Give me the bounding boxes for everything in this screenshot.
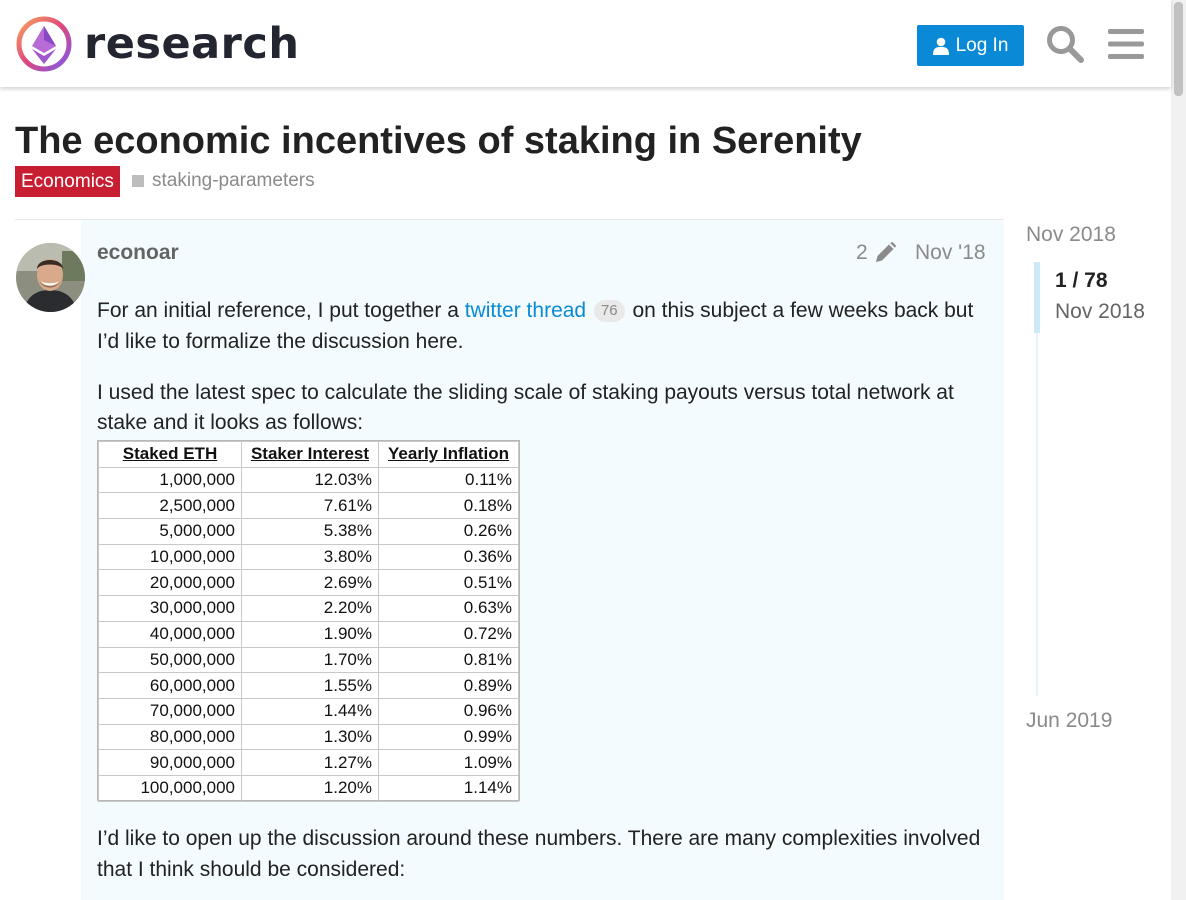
table-cell: 0.63%: [378, 595, 519, 622]
table-cell: 90,000,000: [98, 749, 242, 776]
table-cell: 1,000,000: [98, 466, 242, 494]
table-cell: 1.55%: [241, 672, 379, 699]
table-cell: 10,000,000: [98, 543, 242, 571]
table-cell: 2,500,000: [98, 492, 242, 520]
table-cell: 2.69%: [241, 569, 379, 597]
table-row: 40,000,000 1.90% 0.72%: [98, 620, 519, 648]
staking-table: Staked ETH Staker Interest Yearly Inflat…: [98, 441, 519, 802]
table-row: 60,000,000 1.55% 0.89%: [98, 672, 519, 699]
timeline-track[interactable]: [1036, 262, 1038, 696]
table-row: 90,000,000 1.27% 1.09%: [98, 749, 519, 776]
table-cell: 0.81%: [378, 646, 519, 674]
avatar[interactable]: [16, 243, 85, 312]
column-header: Yearly Inflation: [378, 441, 519, 468]
table-cell: 0.89%: [378, 672, 519, 699]
table-row: 2,500,000 7.61% 0.18%: [98, 492, 519, 520]
table-cell: 1.27%: [241, 749, 379, 776]
table-cell: 80,000,000: [98, 723, 242, 751]
twitter-thread-link[interactable]: twitter thread: [464, 299, 587, 322]
table-cell: 0.51%: [378, 569, 519, 597]
table-cell: 0.26%: [378, 518, 519, 545]
search-icon: [1047, 26, 1084, 63]
timeline-handle[interactable]: [1034, 262, 1040, 333]
logo-icon: [16, 16, 72, 72]
site-logo[interactable]: research: [16, 14, 316, 74]
scrollbar-thumb[interactable]: [1174, 2, 1183, 96]
table-cell: 1.20%: [241, 774, 379, 802]
table-row: 20,000,000 2.69% 0.51%: [98, 569, 519, 597]
topic-title[interactable]: The economic incentives of staking in Se…: [15, 120, 862, 162]
login-label: Log In: [955, 34, 1009, 56]
table-cell: 1.44%: [241, 697, 379, 725]
table-cell: 1.90%: [241, 620, 379, 648]
table-cell: 0.72%: [378, 620, 519, 648]
pencil-icon: [875, 242, 896, 262]
table-cell: 2.20%: [241, 595, 379, 622]
table-cell: 40,000,000: [98, 620, 242, 648]
topic-divider: [15, 219, 1004, 220]
table-cell: 100,000,000: [98, 774, 242, 802]
table-cell: 30,000,000: [98, 595, 242, 622]
table-cell: 12.03%: [241, 466, 379, 494]
table-cell: 60,000,000: [98, 672, 242, 699]
edit-history-button[interactable]: 2: [856, 240, 896, 266]
table-row: 5,000,000 5.38% 0.26%: [98, 518, 519, 545]
table-row: 30,000,000 2.20% 0.63%: [98, 595, 519, 622]
page-scrollbar[interactable]: [1171, 0, 1186, 900]
user-icon: [932, 37, 949, 55]
post-paragraph-1: For an initial reference, I put together…: [97, 295, 992, 357]
p1-text-after: on this subject a few weeks back but I’d…: [97, 299, 974, 353]
site-header: research Log In: [0, 0, 1171, 87]
staking-table-image[interactable]: Staked ETH Staker Interest Yearly Inflat…: [97, 440, 520, 802]
post-date[interactable]: Nov '18: [915, 241, 986, 264]
avatar-image: [16, 243, 85, 312]
post-paragraph-2: I used the latest spec to calculate the …: [97, 381, 954, 434]
table-cell: 5.38%: [241, 518, 379, 545]
post-paragraph-3: I’d like to open up the discussion aroun…: [97, 827, 981, 881]
timeline-position-date: Nov 2018: [1055, 300, 1145, 323]
table-cell: 0.11%: [378, 466, 519, 494]
edit-count: 2: [856, 241, 868, 264]
topic-tag[interactable]: staking-parameters: [132, 170, 315, 192]
table-cell: 1.14%: [378, 774, 519, 802]
table-cell: 1.09%: [378, 749, 519, 776]
link-click-count: 76: [593, 300, 625, 322]
login-button[interactable]: Log In: [917, 25, 1024, 66]
menu-button[interactable]: [1104, 22, 1148, 66]
table-row: 80,000,000 1.30% 0.99%: [98, 723, 519, 751]
table-row: 1,000,000 12.03% 0.11%: [98, 466, 519, 494]
site-name: research: [84, 18, 300, 69]
table-cell: 3.80%: [241, 543, 379, 571]
table-cell: 1.70%: [241, 646, 379, 674]
p1-text-before: For an initial reference, I put together…: [97, 299, 465, 322]
table-cell: 1.30%: [241, 723, 379, 751]
hamburger-menu-icon: [1108, 29, 1144, 59]
column-header: Staked ETH: [98, 441, 242, 468]
search-button[interactable]: [1043, 22, 1087, 66]
table-cell: 20,000,000: [98, 569, 242, 597]
table-cell: 7.61%: [241, 492, 379, 520]
table-row: 70,000,000 1.44% 0.96%: [98, 697, 519, 725]
table-cell: 0.18%: [378, 492, 519, 520]
column-header: Staker Interest: [241, 441, 379, 468]
table-cell: 0.99%: [378, 723, 519, 751]
table-row: 100,000,000 1.20% 1.14%: [98, 774, 519, 802]
table-cell: 0.96%: [378, 697, 519, 725]
post-username[interactable]: econoar: [97, 241, 179, 264]
category-badge[interactable]: Economics: [15, 166, 120, 197]
tag-square-icon: [132, 175, 144, 187]
table-cell: 5,000,000: [98, 518, 242, 545]
timeline-position: 1 / 78: [1055, 269, 1108, 292]
table-row: 10,000,000 3.80% 0.36%: [98, 543, 519, 571]
timeline-end-date[interactable]: Jun 2019: [1026, 709, 1113, 732]
table-cell: 0.36%: [378, 543, 519, 571]
timeline-start-date[interactable]: Nov 2018: [1026, 223, 1116, 246]
table-row: 50,000,000 1.70% 0.81%: [98, 646, 519, 674]
table-header-row: Staked ETH Staker Interest Yearly Inflat…: [98, 441, 519, 468]
table-cell: 50,000,000: [98, 646, 242, 674]
table-cell: 70,000,000: [98, 697, 242, 725]
tag-label: staking-parameters: [152, 170, 315, 191]
